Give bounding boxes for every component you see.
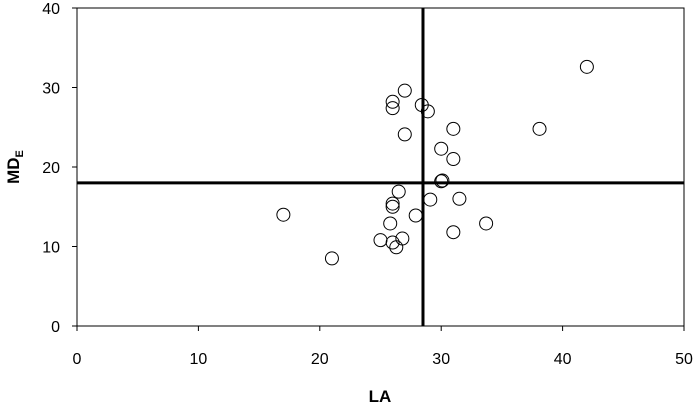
data-point [435, 173, 450, 188]
y-axis-title: MDE [4, 150, 26, 184]
x-tick-label: 10 [190, 351, 208, 368]
y-tick-label: 40 [42, 1, 60, 18]
data-point [383, 216, 398, 231]
y-tick-label: 30 [42, 81, 60, 98]
data-point [385, 101, 400, 116]
data-point [434, 141, 449, 156]
data-point [479, 216, 494, 231]
data-point [391, 184, 406, 199]
data-point [420, 104, 435, 119]
data-point [397, 127, 412, 142]
data-point [423, 192, 438, 207]
data-point [434, 174, 449, 189]
y-tick-label: 10 [42, 240, 60, 257]
data-point [385, 235, 400, 250]
plot-area [76, 7, 685, 327]
data-point [446, 121, 461, 136]
x-axis-title: LA [369, 387, 392, 404]
y-tick-label: 0 [51, 319, 60, 336]
data-points [276, 59, 594, 266]
data-point [276, 207, 291, 222]
y-tick-label: 20 [42, 160, 60, 177]
data-point [385, 94, 400, 109]
data-point [395, 231, 410, 246]
x-tick-label: 40 [554, 351, 572, 368]
data-point [324, 251, 339, 266]
data-point [579, 59, 594, 74]
axis-ticks: 0 10 20 30 40 50 0 10 20 30 40 [42, 1, 693, 368]
data-point [385, 196, 400, 211]
x-tick-label: 50 [675, 351, 693, 368]
data-point [452, 191, 467, 206]
data-point [532, 121, 547, 136]
data-point [446, 152, 461, 167]
x-tick-label: 20 [311, 351, 329, 368]
y-axis-title-subscript: E [14, 150, 26, 157]
y-axis-title-main: MD [4, 157, 23, 183]
data-point [446, 225, 461, 240]
data-point [397, 83, 412, 98]
x-tick-label: 30 [432, 351, 450, 368]
x-tick-label: 0 [73, 351, 82, 368]
reference-lines [77, 8, 684, 326]
data-point [385, 199, 400, 214]
data-point [408, 208, 423, 223]
